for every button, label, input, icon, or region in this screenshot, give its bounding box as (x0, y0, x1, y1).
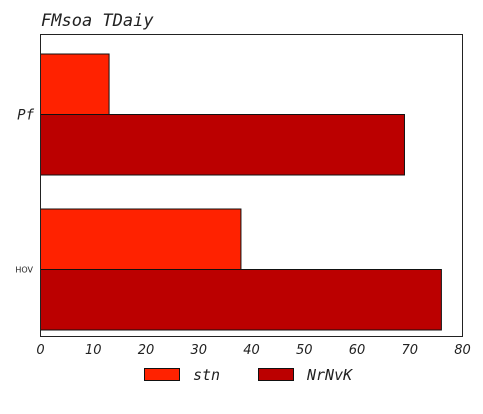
x-axis: 0 10 20 30 40 50 60 70 80 (36, 343, 470, 358)
legend: stn NrNvK (144, 366, 353, 384)
legend-swatch-nrnvk (258, 368, 294, 381)
bar-nrnvk-pf (40, 114, 405, 176)
x-tick-label: 20 (138, 343, 155, 358)
legend-label-stn: stn (193, 366, 220, 384)
x-tick-label: 70 (401, 343, 418, 358)
x-tick-label: 0 (36, 343, 44, 358)
x-tick-label: 60 (349, 343, 366, 358)
bar-nrnvk-hov (40, 269, 442, 331)
y-tick-label: HOV (15, 266, 33, 275)
y-tick-label: Pf (17, 108, 34, 124)
chart-title: FMsoa TDaiy (41, 11, 154, 31)
x-tick-label: 30 (190, 343, 207, 358)
x-tick-label: 80 (454, 343, 471, 358)
x-tick-label: 50 (296, 343, 313, 358)
plot-frame (40, 34, 463, 337)
x-tick-label: 40 (243, 343, 260, 358)
legend-label-nrnvk: NrNvK (306, 366, 353, 384)
bar-stn-hov (40, 208, 242, 270)
bar-stn-pf (40, 53, 110, 115)
bars-layer (40, 53, 442, 331)
legend-swatch-stn (144, 368, 180, 381)
x-tick-label: 10 (85, 343, 102, 358)
y-axis: Pf HOV (15, 108, 34, 275)
